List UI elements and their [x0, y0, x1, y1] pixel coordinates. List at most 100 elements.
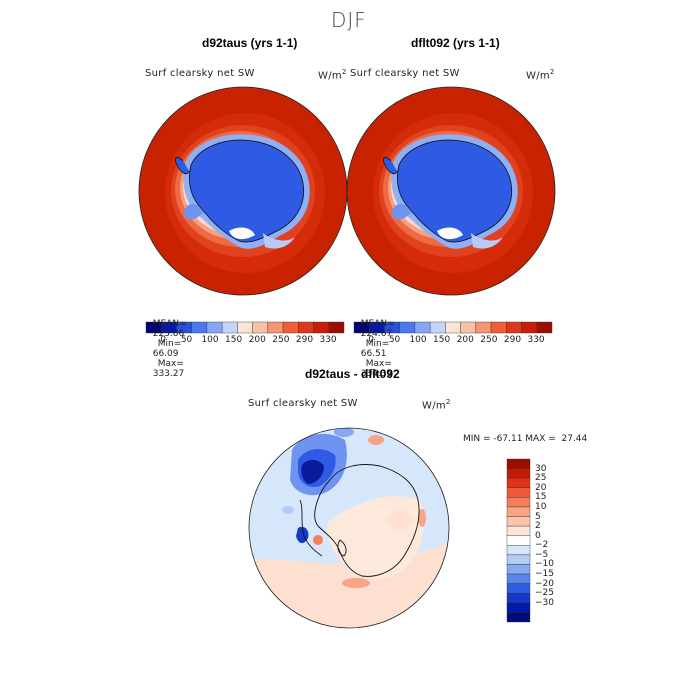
diff-colorbar-label: 10: [535, 501, 547, 512]
abs-colorbar-1-tick-label: 0: [160, 335, 166, 345]
abs-colorbar-2-tick-label: 200: [456, 335, 474, 345]
panel-2-units: W/m2: [526, 68, 555, 81]
diff-colorbar-label: 25: [535, 473, 547, 484]
diff-colorbar-swatch: [506, 593, 531, 604]
abs-colorbar-1-tick-label: 150: [225, 335, 243, 345]
abs-colorbar-2-swatch: [399, 321, 416, 334]
abs-colorbar-2-tick-label: 100: [409, 335, 427, 345]
abs-colorbar-2-swatch: [506, 321, 522, 334]
panel-1-title: d92taus (yrs 1-1): [202, 36, 298, 50]
panel-2-max-label: Max=: [365, 359, 392, 369]
diff-colorbar-label: 30: [535, 463, 547, 474]
abs-colorbar-1-tick-label: 250: [272, 335, 290, 345]
abs-colorbar-2-swatch: [429, 321, 446, 334]
diff-colorbar-swatch: [506, 612, 531, 623]
abs-colorbar-2-tick-label: 330: [527, 335, 545, 345]
diff-colorbar-label: −20: [535, 578, 554, 589]
panel-1-mean-label: MEAN=: [152, 319, 187, 329]
abs-colorbar-1-tick-label: 50: [180, 335, 193, 345]
abs-colorbar-1-tick-label: 200: [248, 335, 266, 345]
abs-colorbar-1-swatch: [267, 321, 284, 334]
diff-colorbar-label: 15: [535, 492, 547, 503]
abs-colorbar-2-tick-label: 50: [388, 335, 401, 345]
abs-colorbar-1-swatch: [191, 321, 208, 334]
panel-2-min-label: Min=: [365, 339, 390, 349]
diff-colorbar-swatch: [506, 458, 531, 469]
abs-colorbar-1-swatch: [313, 321, 329, 334]
diff-colorbar-swatch: [506, 477, 531, 488]
panel-1-units-exp: 2: [341, 68, 347, 76]
abs-colorbar-1-swatch: [237, 321, 253, 334]
abs-colorbar-2-tick-label: 0: [368, 335, 374, 345]
abs-colorbar-1-tick-label: 290: [295, 335, 314, 345]
diff-colorbar-swatch: [506, 487, 531, 498]
abs-colorbar-2-swatch: [475, 321, 492, 334]
diff-colorbar-swatch: [506, 564, 531, 575]
diff-colorbar-label: −15: [535, 569, 554, 580]
panel-1-stats: MEAN= 223.86 Min= 66.09 Max= 333.27: [147, 309, 187, 379]
panel-1-min-label: Min=: [157, 339, 182, 349]
diff-colorbar-label: 5: [535, 511, 541, 522]
diff-colorbar-label: −25: [535, 588, 554, 599]
diff-map: [249, 428, 449, 628]
panel-2-title: dflt092 (yrs 1-1): [411, 36, 500, 50]
diff-panel-units: W/m2: [422, 398, 451, 411]
abs-colorbar-1-swatch: [282, 321, 299, 334]
panel-1-max: 333.27: [152, 369, 185, 379]
diff-colorbar-swatch: [506, 525, 531, 536]
abs-colorbar-1-swatch: [221, 321, 238, 334]
abs-colorbar-2: [353, 321, 553, 334]
diff-colorbar-swatch: [506, 516, 531, 527]
panel-2-max: 334.35: [360, 369, 393, 379]
abs-colorbar-2-swatch: [445, 321, 461, 334]
abs-colorbar-2-swatch: [490, 321, 507, 334]
diff-colorbar-swatch: [506, 602, 531, 613]
diff-colorbar-swatch: [506, 468, 531, 479]
panel-2-mean: 224.67: [360, 329, 393, 339]
abs-colorbar-2-tick-label: 150: [433, 335, 451, 345]
map-panel-2: [347, 87, 555, 295]
abs-colorbar-2-swatch: [521, 321, 537, 334]
panel-2-stats: MEAN= 224.67 Min= 66.51 Max= 334.35: [355, 309, 395, 379]
panel-1-units-base: W/m: [318, 70, 342, 82]
diff-colorbar-label: 2: [535, 521, 541, 532]
panel-2-variable: Surf clearsky net SW: [350, 68, 460, 79]
abs-colorbar-1-tick-label: 330: [319, 335, 337, 345]
diff-colorbar-swatch: [506, 583, 531, 594]
diff-colorbar-swatch: [506, 554, 531, 565]
diff-colorbar-label: −30: [535, 597, 554, 608]
abs-colorbar-2-tick-label: 290: [503, 335, 522, 345]
diff-colorbar-label: −5: [535, 549, 549, 560]
diff-panel-minmax: MIN = -67.11 MAX = 27.44: [463, 434, 588, 444]
figure-title: DJF: [331, 8, 367, 32]
panel-1-variable: Surf clearsky net SW: [145, 68, 255, 79]
abs-colorbar-2-tick-label: 250: [480, 335, 498, 345]
abs-colorbar-2-swatch: [536, 321, 553, 334]
diff-colorbar-swatch: [506, 545, 531, 556]
diff-colorbar-label: −2: [535, 540, 549, 551]
diff-colorbar: [506, 458, 531, 623]
map-panel-1: [139, 87, 347, 295]
panel-1-max-label: Max=: [157, 359, 184, 369]
panel-1-mean: 223.86: [152, 329, 185, 339]
panel-2-mean-label: MEAN=: [360, 319, 395, 329]
diff-panel-variable: Surf clearsky net SW: [248, 398, 358, 409]
panel-1-units: W/m2: [318, 68, 347, 81]
abs-colorbar-1-swatch: [206, 321, 223, 334]
diff-map-border: [248, 427, 450, 629]
map-panel-2-border: [346, 86, 556, 296]
diff-colorbar-swatch: [506, 506, 531, 517]
abs-colorbar-1-swatch: [252, 321, 269, 334]
diff-colorbar-swatch: [506, 573, 531, 584]
abs-colorbar-1-tick-label: 100: [201, 335, 219, 345]
diff-panel-units-base: W/m: [422, 400, 446, 412]
abs-colorbar-1: [145, 321, 345, 334]
panel-2-units-base: W/m: [526, 70, 550, 82]
diff-panel-units-exp: 2: [445, 398, 451, 406]
diff-colorbar-label: 20: [535, 482, 547, 493]
panel-1-min: 66.09: [152, 349, 179, 359]
abs-colorbar-2-swatch: [414, 321, 431, 334]
diff-colorbar-swatch: [506, 497, 531, 508]
abs-colorbar-1-swatch: [328, 321, 345, 334]
